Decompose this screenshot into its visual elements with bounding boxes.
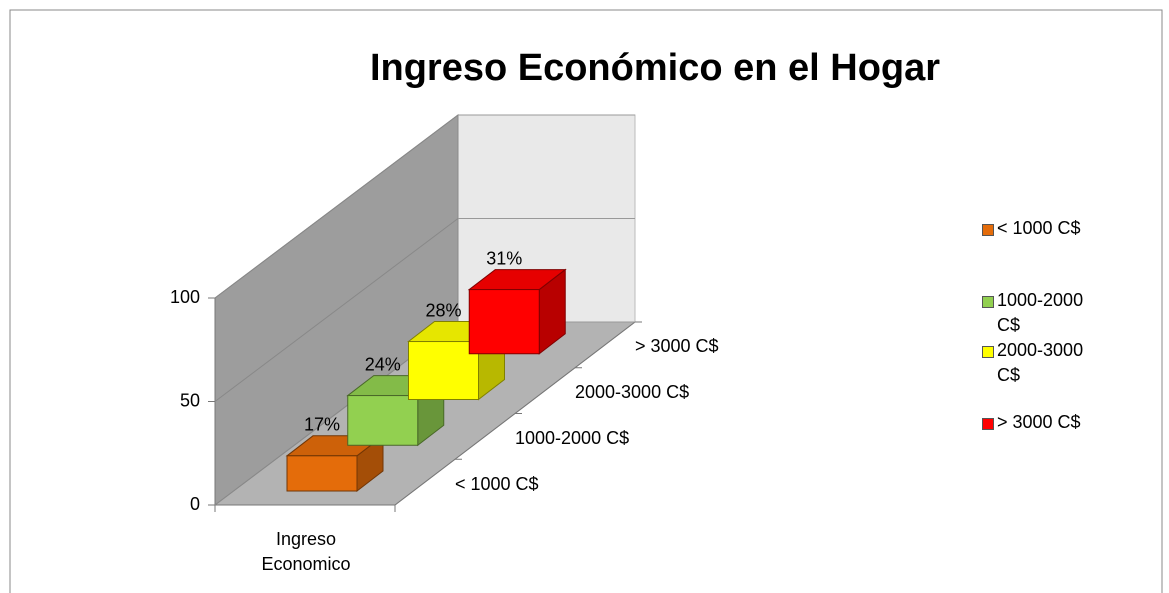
legend-item: < 1000 C$ (982, 216, 1152, 241)
legend-swatch (982, 418, 994, 430)
legend-swatch (982, 224, 994, 236)
bar (468, 289, 540, 355)
legend-swatch (982, 346, 994, 358)
grid-line (214, 114, 459, 299)
data-label: 24% (365, 354, 401, 374)
legend-label: < 1000 C$ (997, 218, 1081, 238)
y-tick-label: 0 (190, 494, 200, 514)
bar (408, 341, 479, 401)
grid-line (214, 218, 459, 402)
depth-tick-label: > 3000 C$ (635, 336, 719, 356)
legend-label: 1000-2000 C$ (997, 290, 1084, 335)
legend-item: 2000-3000 C$ (982, 338, 1152, 388)
chart-title: Ingreso Económico en el Hogar (370, 47, 940, 89)
y-tick-label: 100 (170, 287, 200, 307)
legend-swatch (982, 296, 994, 308)
legend-label: > 3000 C$ (997, 412, 1081, 432)
legend-item: > 3000 C$ (982, 410, 1152, 435)
y-tick-label: 50 (180, 390, 200, 410)
depth-tick-label: < 1000 C$ (455, 474, 539, 494)
legend-item: 1000-2000 C$ (982, 288, 1152, 338)
data-label: 31% (486, 248, 522, 268)
depth-tick-label: 2000-3000 C$ (575, 382, 689, 402)
data-label: 28% (425, 300, 461, 320)
bar (347, 395, 419, 446)
x-tick-label: Ingreso Economico (261, 529, 351, 574)
data-label: 17% (304, 415, 340, 435)
legend-label: 2000-3000 C$ (997, 340, 1084, 385)
bar (286, 455, 358, 492)
depth-tick-label: 1000-2000 C$ (515, 428, 629, 448)
